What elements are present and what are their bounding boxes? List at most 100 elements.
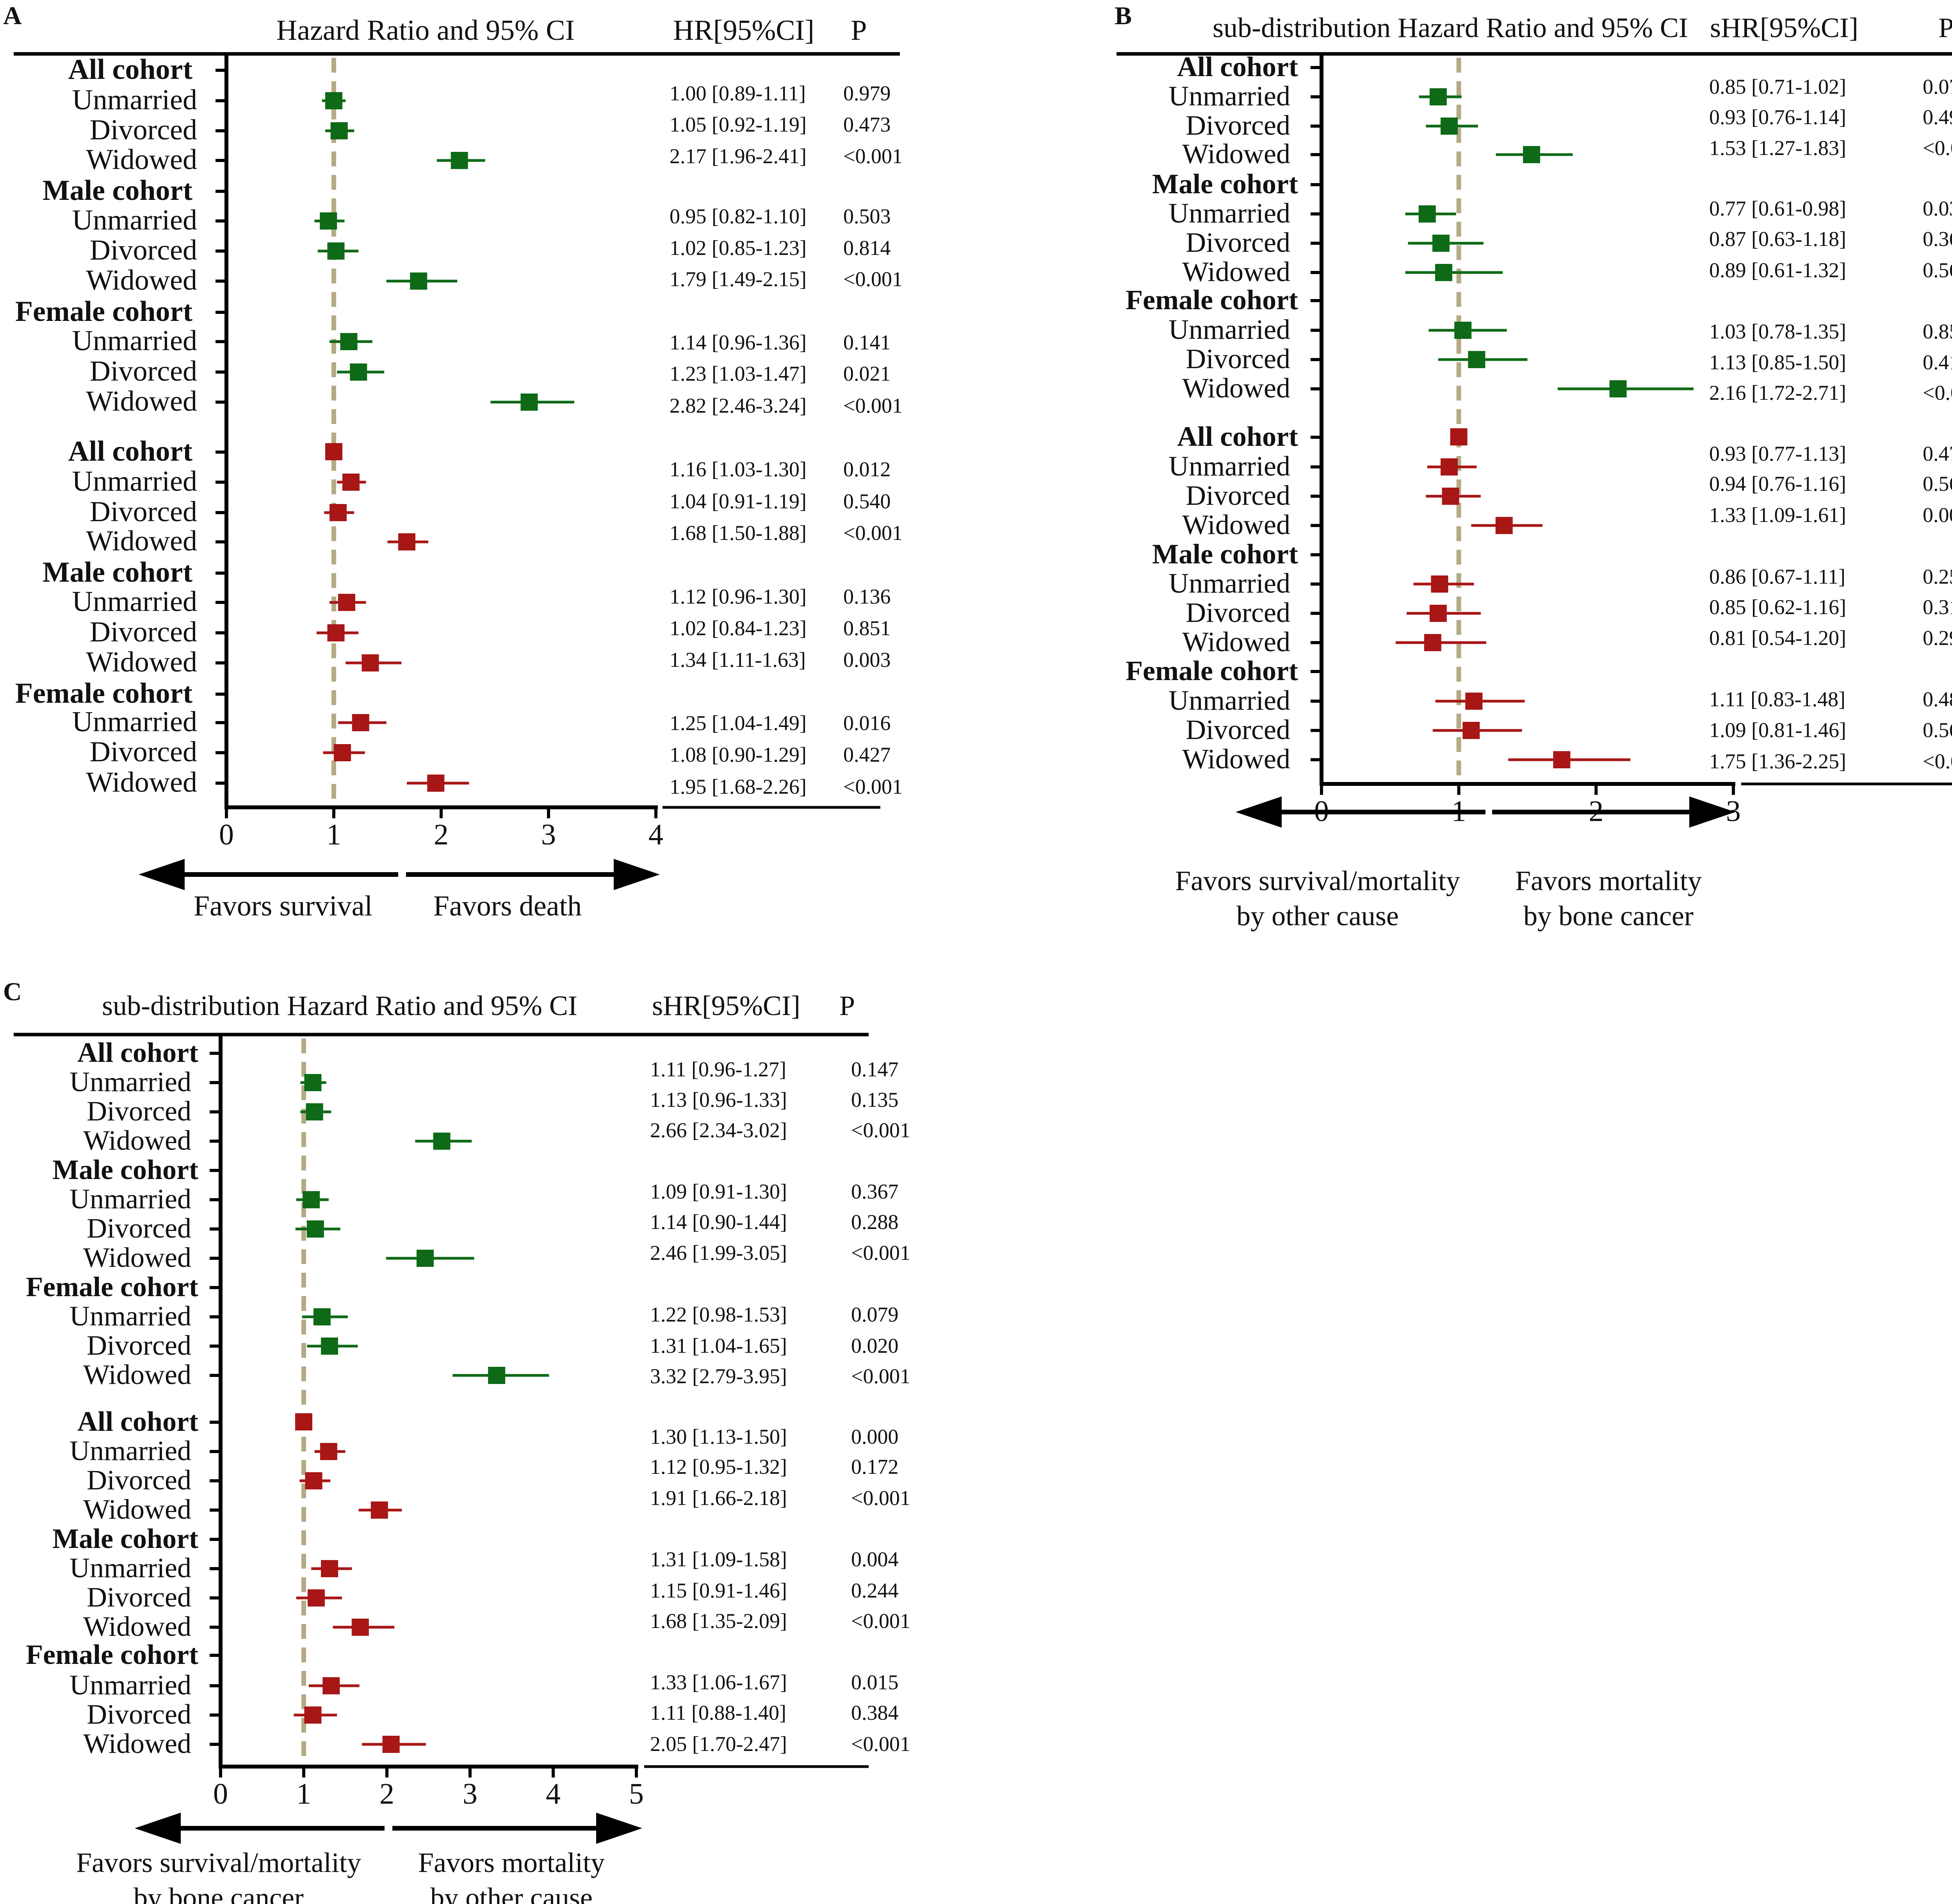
p-value: 0.311 bbox=[1923, 595, 1952, 619]
row-label: Divorced bbox=[87, 1464, 191, 1496]
row-label: Divorced bbox=[87, 1699, 191, 1730]
point-estimate bbox=[1442, 488, 1459, 505]
x-tick-label: 2 bbox=[379, 1778, 394, 1810]
point-estimate bbox=[321, 1560, 338, 1577]
estimate-text: 1.68 [1.35-2.09] bbox=[650, 1609, 787, 1633]
p-value: 0.136 bbox=[843, 585, 891, 608]
point-estimate bbox=[325, 92, 342, 109]
column-header-p: P bbox=[839, 990, 855, 1021]
p-value: 0.851 bbox=[843, 616, 891, 640]
row-label: Unmarried bbox=[72, 204, 197, 236]
p-value: <0.001 bbox=[843, 267, 903, 291]
point-estimate bbox=[433, 1133, 451, 1150]
row-label: Widowed bbox=[86, 264, 197, 296]
point-estimate bbox=[329, 504, 347, 521]
p-value: 0.367 bbox=[851, 1180, 899, 1203]
estimate-text: 1.12 [0.96-1.30] bbox=[670, 585, 807, 608]
row-label: Divorced bbox=[1186, 597, 1290, 628]
row-label: Widowed bbox=[83, 1611, 191, 1642]
point-estimate bbox=[303, 1191, 320, 1208]
row-label: Unmarried bbox=[1168, 198, 1290, 229]
estimate-text: 1.15 [0.91-1.46] bbox=[650, 1579, 787, 1602]
group-heading: All cohort bbox=[1177, 51, 1298, 82]
point-estimate bbox=[313, 1308, 331, 1325]
estimate-text: 1.00 [0.89-1.11] bbox=[670, 82, 806, 105]
row-label: Unmarried bbox=[72, 465, 197, 497]
point-estimate bbox=[451, 152, 468, 169]
panel-title: Hazard Ratio and 95% CI bbox=[276, 14, 575, 46]
p-value: <0.001 bbox=[843, 775, 903, 798]
row-label: Divorced bbox=[87, 1095, 191, 1127]
reference-marker bbox=[295, 1413, 312, 1430]
point-estimate bbox=[305, 1472, 322, 1489]
point-estimate bbox=[1429, 88, 1447, 105]
column-header-estimate: sHR[95%CI] bbox=[652, 990, 800, 1021]
right-direction-label-line: Favors mortality bbox=[418, 1847, 605, 1878]
row-label: Widowed bbox=[1182, 626, 1290, 657]
row-label: Unmarried bbox=[1168, 568, 1290, 599]
estimate-text: 1.79 [1.49-2.15] bbox=[670, 267, 807, 291]
estimate-text: 1.16 [1.03-1.30] bbox=[670, 458, 807, 481]
p-value: 0.079 bbox=[851, 1303, 899, 1326]
p-value: 0.427 bbox=[843, 743, 891, 766]
point-estimate bbox=[327, 242, 345, 260]
row-label: Widowed bbox=[86, 385, 197, 417]
panel-title: sub-distribution Hazard Ratio and 95% CI bbox=[102, 990, 577, 1021]
estimate-text: 0.81 [0.54-1.20] bbox=[1709, 626, 1846, 650]
point-estimate bbox=[1431, 575, 1448, 593]
row-label: Divorced bbox=[1186, 227, 1290, 258]
point-estimate bbox=[1609, 380, 1627, 397]
group-heading: Female cohort bbox=[15, 677, 192, 709]
p-value: 0.856 bbox=[1923, 320, 1952, 343]
row-label: Unmarried bbox=[69, 1552, 191, 1583]
p-value: 0.172 bbox=[851, 1455, 899, 1478]
panel-a: A Hazard Ratio and 95% CI HR[95%CI] P 0 1 2 3 4 A… bbox=[3, 2, 903, 922]
row-label: Widowed bbox=[83, 1242, 191, 1273]
point-estimate bbox=[334, 744, 351, 761]
estimate-text: 0.94 [0.76-1.16] bbox=[1709, 472, 1846, 495]
estimate-text: 1.13 [0.96-1.33] bbox=[650, 1088, 787, 1111]
right-arrow-head bbox=[614, 859, 660, 890]
panel-title: sub-distribution Hazard Ratio and 95% CI bbox=[1213, 12, 1688, 43]
group-heading: All cohort bbox=[77, 1037, 198, 1068]
row-label: Divorced bbox=[90, 114, 197, 146]
row-label: Widowed bbox=[86, 646, 197, 678]
group-heading: Female cohort bbox=[1126, 284, 1298, 315]
p-value: 0.814 bbox=[843, 236, 891, 260]
left-direction-label-line: Favors survival/mortality bbox=[1175, 865, 1460, 896]
right-direction-label: Favors mortality by bone cancer bbox=[1515, 865, 1702, 932]
point-estimate bbox=[342, 474, 360, 491]
estimate-text: 1.95 [1.68-2.26] bbox=[670, 775, 807, 798]
group-heading: Female cohort bbox=[26, 1271, 198, 1302]
estimate-text: 0.77 [0.61-0.98] bbox=[1709, 197, 1846, 220]
row-label: Divorced bbox=[90, 355, 197, 387]
estimate-text: 1.08 [0.90-1.29] bbox=[670, 743, 807, 766]
point-estimate bbox=[320, 1443, 337, 1460]
point-estimate bbox=[327, 624, 345, 641]
p-value: <0.001 bbox=[851, 1732, 910, 1756]
p-value: 0.417 bbox=[1923, 351, 1952, 374]
estimate-text: 1.02 [0.84-1.23] bbox=[670, 616, 807, 640]
p-value: <0.001 bbox=[851, 1486, 910, 1510]
left-arrow-head bbox=[135, 1813, 181, 1844]
estimate-text: 2.66 [2.34-3.02] bbox=[650, 1119, 787, 1142]
point-estimate bbox=[350, 363, 367, 381]
point-estimate bbox=[340, 333, 358, 350]
estimate-text: 1.33 [1.06-1.67] bbox=[650, 1671, 787, 1694]
left-direction-label-line: Favors survival/mortality bbox=[76, 1847, 361, 1878]
estimate-text: 0.85 [0.62-1.16] bbox=[1709, 595, 1846, 619]
estimate-text: 1.03 [0.78-1.35] bbox=[1709, 320, 1846, 343]
p-value: <0.001 bbox=[851, 1241, 910, 1265]
left-direction-label-line: Favors survival bbox=[194, 890, 372, 922]
row-label: Widowed bbox=[83, 1125, 191, 1156]
panel-letter: B bbox=[1115, 2, 1132, 30]
point-estimate bbox=[1465, 693, 1483, 710]
p-value: 0.384 bbox=[851, 1701, 899, 1724]
estimate-text: 0.86 [0.67-1.11] bbox=[1709, 565, 1845, 588]
x-tick-label: 2 bbox=[434, 818, 449, 851]
point-estimate bbox=[1468, 351, 1485, 368]
row-label: Divorced bbox=[1186, 110, 1290, 141]
point-estimate bbox=[338, 594, 355, 611]
